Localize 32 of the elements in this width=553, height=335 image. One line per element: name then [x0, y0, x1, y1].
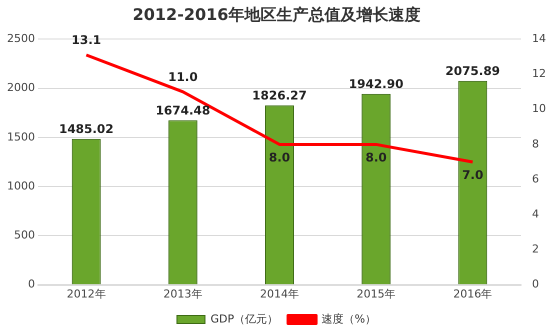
- data-label: 7.0: [462, 168, 484, 182]
- y2-tick-label: 12: [532, 67, 546, 80]
- data-label: 1674.48: [156, 103, 210, 118]
- legend-label: 速度（%）: [322, 312, 376, 326]
- x-tick-label: 2013年: [163, 287, 202, 300]
- y2-tick-label: 8: [532, 137, 540, 150]
- data-label: 2075.89: [445, 64, 500, 78]
- x-tick-label: 2014年: [260, 287, 299, 300]
- data-label: 13.1: [71, 33, 102, 48]
- chart-title: 2012-2016年地区生产总值及增长速度: [132, 4, 420, 24]
- data-label: 8.0: [268, 150, 290, 165]
- data-label: 1485.02: [58, 122, 114, 136]
- y-tick-label: 2000: [6, 81, 35, 94]
- y2-tick-label: 4: [532, 207, 540, 220]
- x-tick-label: 2012年: [66, 287, 106, 300]
- data-label: 8.0: [365, 150, 387, 165]
- y2-tick-label: 6: [532, 172, 540, 186]
- x-tick-label: 2015年: [356, 287, 396, 300]
- y2-tick-label: 14: [532, 32, 546, 46]
- y-tick-label: 500: [14, 228, 35, 242]
- x-tick-label: 2016年: [453, 287, 492, 300]
- y2-tick-label: 10: [532, 102, 546, 116]
- y-tick-label: 1500: [6, 130, 35, 144]
- y-tick-label: 0: [28, 278, 35, 291]
- y2-tick-label: 0: [532, 278, 540, 291]
- legend-label: GDP（亿元）: [210, 312, 278, 326]
- data-label: 11.0: [168, 70, 198, 84]
- y2-tick-label: 2: [532, 242, 540, 256]
- data-label: 1942.90: [348, 77, 404, 92]
- data-label: 1826.27: [252, 88, 307, 103]
- y-tick-label: 2500: [6, 32, 35, 46]
- y-tick-label: 1000: [6, 179, 35, 192]
